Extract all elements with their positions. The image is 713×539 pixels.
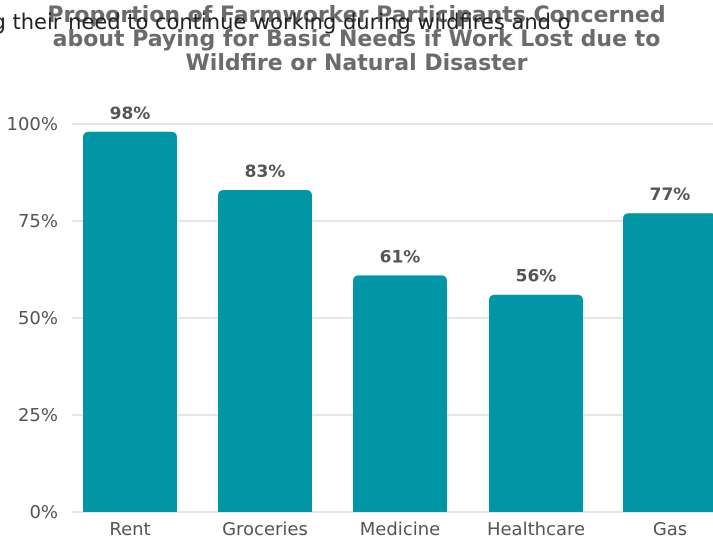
chart-title-line-3: Wildfire or Natural Disaster bbox=[185, 51, 528, 76]
chart-title-line-2: about Paying for Basic Needs if Work Los… bbox=[52, 27, 661, 52]
data-label-healthcare: 56% bbox=[516, 267, 557, 287]
bar-medicine bbox=[353, 275, 447, 512]
data-label-gas: 77% bbox=[650, 185, 691, 205]
data-label-groceries: 83% bbox=[245, 162, 286, 182]
bar-healthcare bbox=[489, 294, 583, 512]
y-tick-label-75: 75% bbox=[18, 211, 58, 232]
data-label-medicine: 61% bbox=[380, 247, 421, 267]
y-axis-ticks: 0% 25% 50% 75% 100% bbox=[7, 114, 58, 523]
y-tick-label-0: 0% bbox=[29, 502, 58, 523]
x-label-healthcare: Healthcare bbox=[487, 519, 585, 539]
data-label-rent: 98% bbox=[110, 104, 151, 124]
x-label-rent: Rent bbox=[109, 519, 150, 539]
bar-rent bbox=[83, 131, 177, 512]
bar-gas bbox=[623, 213, 713, 512]
x-label-medicine: Medicine bbox=[360, 519, 440, 539]
y-tick-label-100: 100% bbox=[7, 114, 58, 135]
bar-groceries bbox=[218, 189, 312, 512]
x-axis-labels: Rent Groceries Medicine Healthcare Gas bbox=[109, 519, 687, 539]
y-tick-label-50: 50% bbox=[18, 308, 58, 329]
y-tick-label-25: 25% bbox=[18, 405, 58, 426]
bars bbox=[83, 131, 713, 512]
x-label-gas: Gas bbox=[653, 519, 687, 539]
grid-lines bbox=[72, 123, 713, 513]
chart-title: Proportion of Farmworker Participants Co… bbox=[0, 4, 713, 76]
x-label-groceries: Groceries bbox=[222, 519, 308, 539]
data-labels: 98% 83% 61% 56% 77% bbox=[110, 104, 691, 287]
overlay-caption-text: ding their need to continue working duri… bbox=[0, 10, 571, 34]
chart-title-line-1: Proportion of Farmworker Participants Co… bbox=[47, 3, 666, 28]
